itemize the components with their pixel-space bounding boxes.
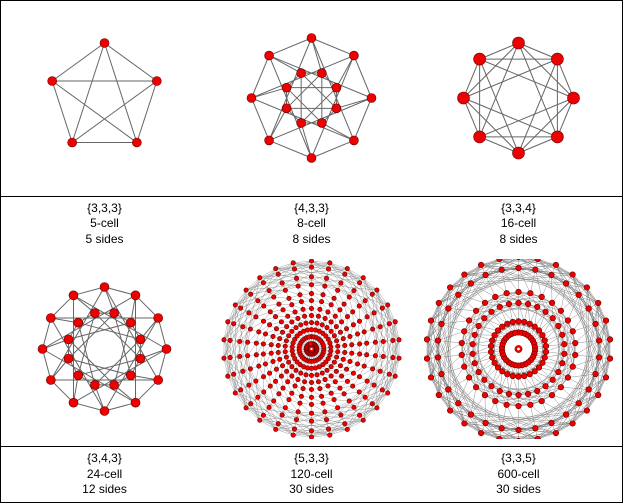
polytope-grid: {3,3,3} 5-cell 5 sides {4,3,3} 8-cell 8 … [0, 0, 623, 503]
sides-label: 30 sides [208, 482, 415, 498]
sides-label: 30 sides [415, 482, 622, 498]
name-label: 8-cell [208, 216, 415, 232]
petrie-graph [208, 23, 415, 173]
petrie-graph [415, 259, 622, 439]
sides-label: 12 sides [1, 482, 208, 498]
sides-label: 5 sides [1, 232, 208, 248]
sides-label: 8 sides [208, 232, 415, 248]
top-row: {3,3,3} 5-cell 5 sides {4,3,3} 8-cell 8 … [1, 1, 622, 252]
graph-cell-2 [415, 1, 622, 196]
petrie-graph [1, 23, 208, 173]
petrie-graph [415, 23, 622, 173]
sides-label: 8 sides [415, 232, 622, 248]
label-0: {3,3,3} 5-cell 5 sides [1, 197, 208, 252]
schlafli-label: {4,3,3} [208, 201, 415, 217]
label-row-bottom: {3,4,3} 24-cell 12 sides {5,3,3} 120-cel… [1, 446, 622, 502]
graph-cell-5 [415, 252, 622, 447]
graph-cell-3 [1, 252, 208, 447]
schlafli-label: {3,3,3} [1, 201, 208, 217]
schlafli-label: {3,3,5} [415, 451, 622, 467]
label-3: {3,4,3} 24-cell 12 sides [1, 447, 208, 502]
label-1: {4,3,3} 8-cell 8 sides [208, 197, 415, 252]
graph-cell-1 [208, 1, 415, 196]
label-4: {5,3,3} 120-cell 30 sides [208, 447, 415, 502]
graph-cell-4 [208, 252, 415, 447]
name-label: 5-cell [1, 216, 208, 232]
label-row-top: {3,3,3} 5-cell 5 sides {4,3,3} 8-cell 8 … [1, 196, 622, 252]
name-label: 16-cell [415, 216, 622, 232]
label-2: {3,3,4} 16-cell 8 sides [415, 197, 622, 252]
petrie-graph [208, 259, 415, 439]
bottom-row: {3,4,3} 24-cell 12 sides {5,3,3} 120-cel… [1, 252, 622, 503]
name-label: 600-cell [415, 467, 622, 483]
name-label: 24-cell [1, 467, 208, 483]
label-5: {3,3,5} 600-cell 30 sides [415, 447, 622, 502]
schlafli-label: {3,3,4} [415, 201, 622, 217]
schlafli-label: {5,3,3} [208, 451, 415, 467]
schlafli-label: {3,4,3} [1, 451, 208, 467]
graph-cell-0 [1, 1, 208, 196]
petrie-graph [1, 259, 208, 439]
name-label: 120-cell [208, 467, 415, 483]
